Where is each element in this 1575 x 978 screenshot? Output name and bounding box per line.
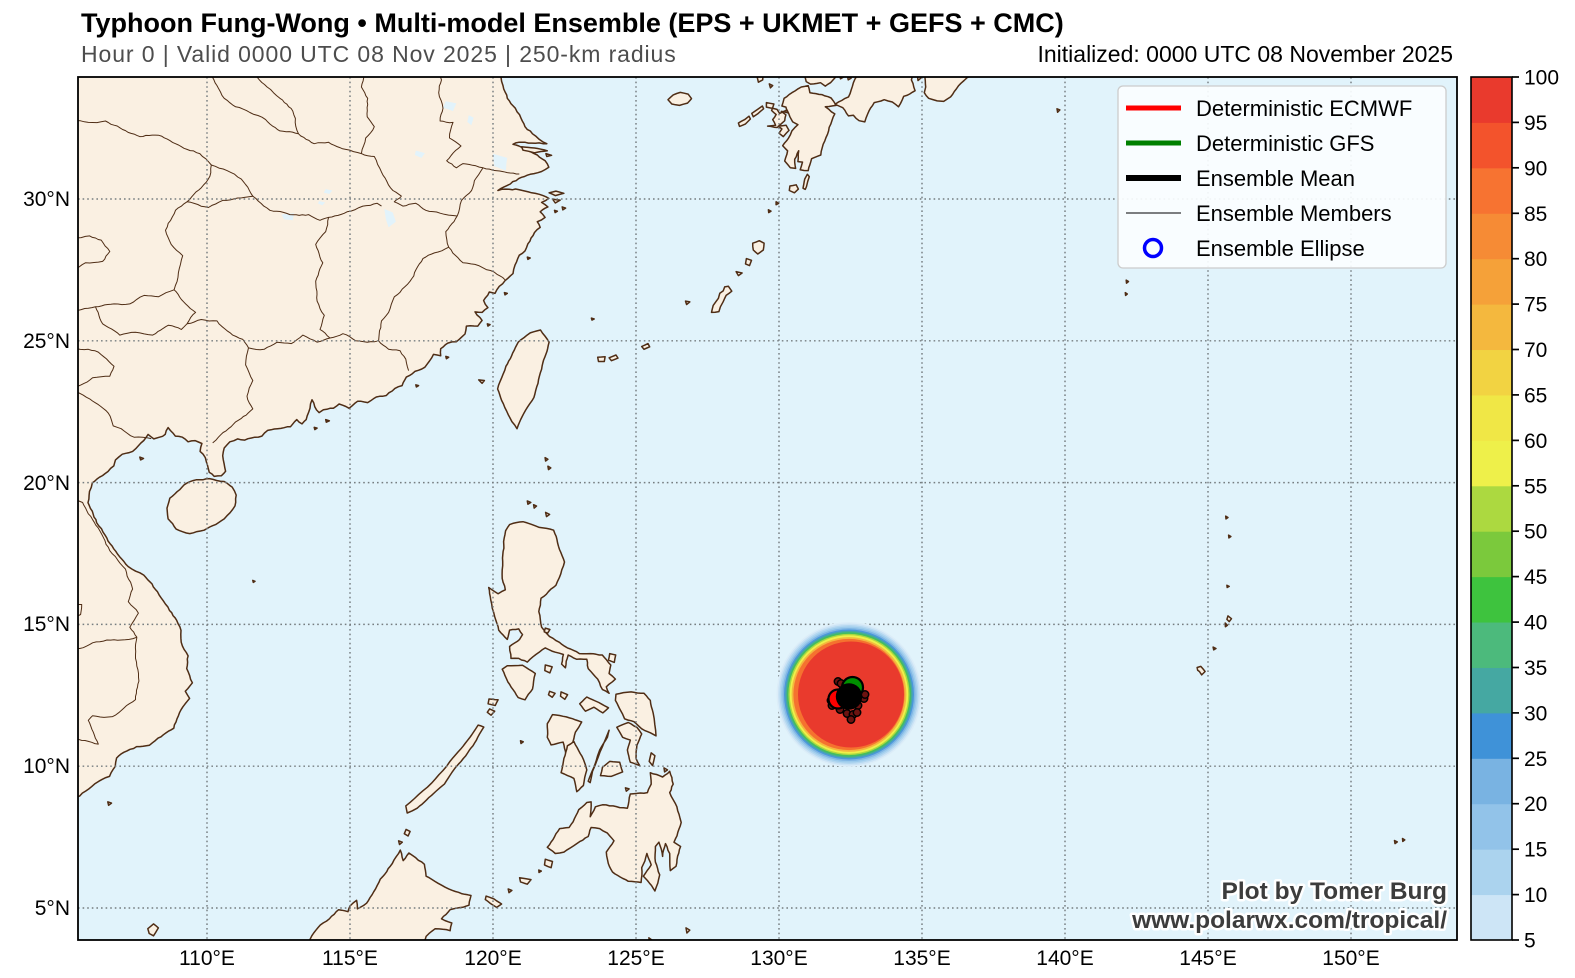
svg-text:20°N: 20°N <box>23 472 70 495</box>
svg-text:Ensemble Members: Ensemble Members <box>1196 201 1392 226</box>
svg-text:15°N: 15°N <box>23 613 70 636</box>
svg-text:115°E: 115°E <box>322 947 378 970</box>
svg-text:5: 5 <box>1524 930 1536 953</box>
svg-text:65: 65 <box>1524 384 1547 407</box>
svg-text:145°E: 145°E <box>1179 947 1236 970</box>
svg-text:60: 60 <box>1524 430 1547 453</box>
svg-text:130°E: 130°E <box>750 947 807 970</box>
svg-text:100: 100 <box>1524 67 1559 90</box>
svg-text:10°N: 10°N <box>23 755 70 778</box>
svg-text:50: 50 <box>1524 521 1547 544</box>
svg-text:15: 15 <box>1524 839 1547 862</box>
svg-text:140°E: 140°E <box>1036 947 1093 970</box>
svg-text:Initialized: 0000 UTC 08 Novem: Initialized: 0000 UTC 08 November 2025 <box>1037 41 1453 67</box>
svg-text:25°N: 25°N <box>23 330 70 353</box>
svg-text:20: 20 <box>1524 793 1547 816</box>
svg-text:120°E: 120°E <box>464 947 521 970</box>
svg-text:10: 10 <box>1524 884 1547 907</box>
svg-text:5°N: 5°N <box>35 897 70 920</box>
svg-text:Plot by Tomer Burg: Plot by Tomer Burg <box>1221 878 1447 905</box>
svg-text:www.polarwx.com/tropical/: www.polarwx.com/tropical/ <box>1131 907 1447 934</box>
svg-text:135°E: 135°E <box>893 947 950 970</box>
svg-text:Ensemble Mean: Ensemble Mean <box>1196 166 1355 191</box>
svg-text:40: 40 <box>1524 612 1547 635</box>
svg-text:85: 85 <box>1524 203 1547 226</box>
svg-text:75: 75 <box>1524 294 1547 317</box>
svg-text:30°N: 30°N <box>23 188 70 211</box>
svg-text:Deterministic GFS: Deterministic GFS <box>1196 131 1374 156</box>
svg-text:Typhoon Fung-Wong • Multi-mode: Typhoon Fung-Wong • Multi-model Ensemble… <box>81 8 1064 38</box>
svg-text:Ensemble Ellipse: Ensemble Ellipse <box>1196 236 1365 261</box>
svg-text:45: 45 <box>1524 566 1547 589</box>
svg-text:Hour 0 | Valid 0000 UTC 08 Nov: Hour 0 | Valid 0000 UTC 08 Nov 2025 | 25… <box>81 41 677 67</box>
svg-text:150°E: 150°E <box>1322 947 1379 970</box>
svg-text:80: 80 <box>1524 248 1547 271</box>
svg-text:35: 35 <box>1524 657 1547 680</box>
svg-text:Deterministic ECMWF: Deterministic ECMWF <box>1196 96 1412 121</box>
svg-text:95: 95 <box>1524 112 1547 135</box>
svg-text:90: 90 <box>1524 157 1547 180</box>
svg-text:125°E: 125°E <box>607 947 664 970</box>
svg-text:30: 30 <box>1524 702 1547 725</box>
svg-text:25: 25 <box>1524 748 1547 771</box>
svg-text:110°E: 110°E <box>179 947 235 970</box>
svg-text:70: 70 <box>1524 339 1547 362</box>
svg-text:55: 55 <box>1524 475 1547 498</box>
